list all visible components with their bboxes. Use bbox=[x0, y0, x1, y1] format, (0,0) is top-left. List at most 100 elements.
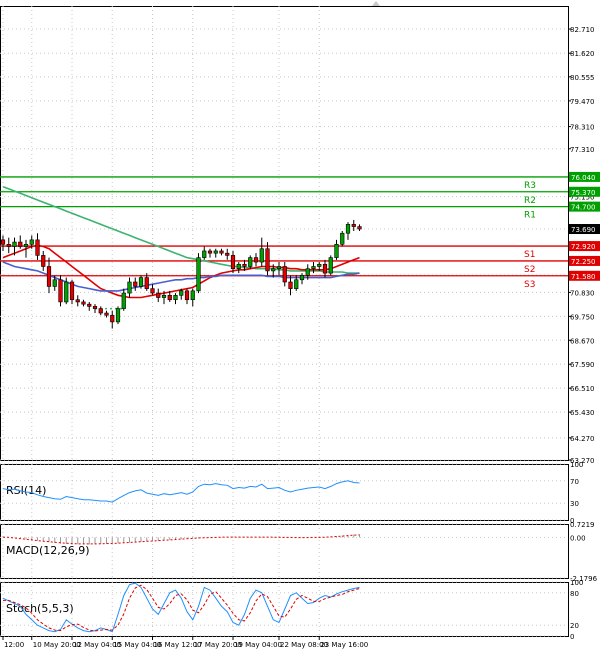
candle-bear bbox=[351, 224, 356, 227]
rsi-pane-frame bbox=[0, 464, 569, 521]
candle-bear bbox=[253, 257, 259, 263]
x-tick-label: 16 May 12:00 bbox=[154, 641, 202, 649]
pivot-price-label-s1: 72.920 bbox=[571, 243, 596, 251]
candle-bull bbox=[328, 257, 333, 274]
pivot-price-label-s2: 72.250 bbox=[571, 258, 596, 266]
main-tick-label: 66.510 bbox=[570, 385, 595, 393]
pivot-label-s2: S2 bbox=[524, 265, 535, 275]
candle-bear bbox=[225, 252, 230, 256]
candle-bull bbox=[236, 263, 241, 269]
x-tick-label: 17 May 20:00 bbox=[194, 641, 242, 649]
pivot-label-r1: R1 bbox=[524, 211, 536, 221]
pivot-label-s3: S3 bbox=[524, 280, 535, 290]
last-price-label: 73.690 bbox=[571, 226, 596, 234]
macd-tick-label: 0.7219 bbox=[570, 521, 595, 529]
pivot-price-label-s3: 71.580 bbox=[571, 273, 596, 281]
candle-bear bbox=[282, 266, 287, 283]
candle-bull bbox=[138, 277, 144, 287]
stoch-d-line bbox=[3, 584, 360, 632]
x-tick-label: 10 May 20:00 bbox=[33, 641, 81, 649]
x-tick-label: 12:00 bbox=[4, 641, 24, 649]
candle-bear bbox=[98, 308, 103, 314]
candle-bull bbox=[213, 250, 218, 254]
rsi-title: RSI(14) bbox=[6, 484, 46, 497]
candle-bull bbox=[64, 281, 69, 303]
pivot-price-tag-r3 bbox=[569, 171, 600, 182]
candle-bull bbox=[334, 244, 339, 258]
macd-tick-label: 0.00 bbox=[570, 534, 586, 542]
main-tick-label: 82.710 bbox=[570, 26, 595, 34]
candle-bear bbox=[58, 279, 63, 303]
candle-bear bbox=[69, 281, 75, 301]
candle-bull bbox=[259, 248, 264, 263]
candle-bear bbox=[6, 244, 11, 247]
main-tick-label: 80.555 bbox=[570, 74, 595, 82]
pivot-label-r3: R3 bbox=[524, 181, 536, 191]
candle-bull bbox=[317, 263, 322, 267]
pivot-price-tag-s1 bbox=[569, 241, 600, 252]
candle-bear bbox=[230, 255, 236, 269]
candle-bear bbox=[207, 250, 213, 254]
candle-bull bbox=[161, 294, 167, 298]
pivot-label-r2: R2 bbox=[524, 196, 536, 206]
candle-bear bbox=[357, 226, 362, 230]
candle-bull bbox=[29, 239, 34, 245]
rsi-line bbox=[2, 480, 360, 503]
candle-bear bbox=[144, 277, 149, 289]
ma-line-ma-green bbox=[2, 185, 360, 274]
candle-bear bbox=[167, 294, 172, 301]
candle-bear bbox=[0, 239, 6, 245]
candle-bear bbox=[18, 241, 23, 247]
pivot-price-tag-r1 bbox=[569, 201, 600, 212]
candle-bull bbox=[196, 257, 201, 292]
x-tick-label: 12 May 04:00 bbox=[73, 641, 121, 649]
main-tick-label: 70.830 bbox=[570, 289, 595, 297]
candle-bear bbox=[41, 255, 46, 267]
main-tick-label: 77.310 bbox=[570, 146, 595, 154]
candle-bull bbox=[276, 266, 282, 269]
candle-bear bbox=[322, 263, 328, 274]
stoch-tick-label: 0 bbox=[570, 633, 574, 641]
candle-bull bbox=[52, 279, 57, 287]
candle-bull bbox=[115, 308, 121, 323]
candle-bear bbox=[87, 303, 92, 307]
stoch-title: Stoch(5,5,3) bbox=[6, 602, 74, 615]
macd-title: MACD(12,26,9) bbox=[6, 544, 90, 557]
rsi-tick-label: 70 bbox=[570, 478, 579, 486]
rsi-tick-label: 0 bbox=[570, 517, 574, 525]
candle-bear bbox=[133, 281, 138, 287]
pivot-label-s1: S1 bbox=[524, 250, 535, 260]
candle-bear bbox=[219, 250, 224, 254]
rsi-tick-label: 100 bbox=[570, 461, 583, 469]
rsi-tick-label: 30 bbox=[570, 500, 579, 508]
x-tick-label: 23 May 16:00 bbox=[320, 641, 368, 649]
candle-bull bbox=[345, 224, 351, 234]
main-tick-label: 65.430 bbox=[570, 409, 595, 417]
main-tick-label: 78.310 bbox=[570, 124, 595, 132]
candle-bear bbox=[75, 299, 80, 303]
candle-bull bbox=[294, 279, 299, 289]
candle-bear bbox=[35, 239, 40, 256]
main-tick-label: 81.620 bbox=[570, 50, 595, 58]
macd-signal-line bbox=[2, 534, 360, 545]
candle-bear bbox=[265, 248, 270, 272]
x-tick-label: 22 May 08:00 bbox=[280, 641, 328, 649]
stoch-tick-label: 100 bbox=[570, 579, 583, 587]
main-tick-label: 64.270 bbox=[570, 435, 595, 443]
candle-bear bbox=[150, 288, 155, 294]
main-tick-label: 63.270 bbox=[570, 457, 595, 465]
candle-bull bbox=[248, 257, 253, 267]
stoch-tick-label: 20 bbox=[570, 622, 579, 630]
pivot-price-tag-s2 bbox=[569, 255, 600, 266]
macd-pane-frame bbox=[0, 524, 569, 579]
candle-bear bbox=[288, 281, 293, 289]
candle-bear bbox=[156, 292, 161, 298]
main-tick-label: 75.150 bbox=[570, 194, 595, 202]
scroll-marker-icon bbox=[372, 1, 380, 6]
candle-bull bbox=[121, 292, 126, 309]
stoch-tick-label: 80 bbox=[570, 590, 579, 598]
candle-bear bbox=[104, 312, 109, 316]
x-tick-label: 19 May 04:00 bbox=[234, 641, 282, 649]
